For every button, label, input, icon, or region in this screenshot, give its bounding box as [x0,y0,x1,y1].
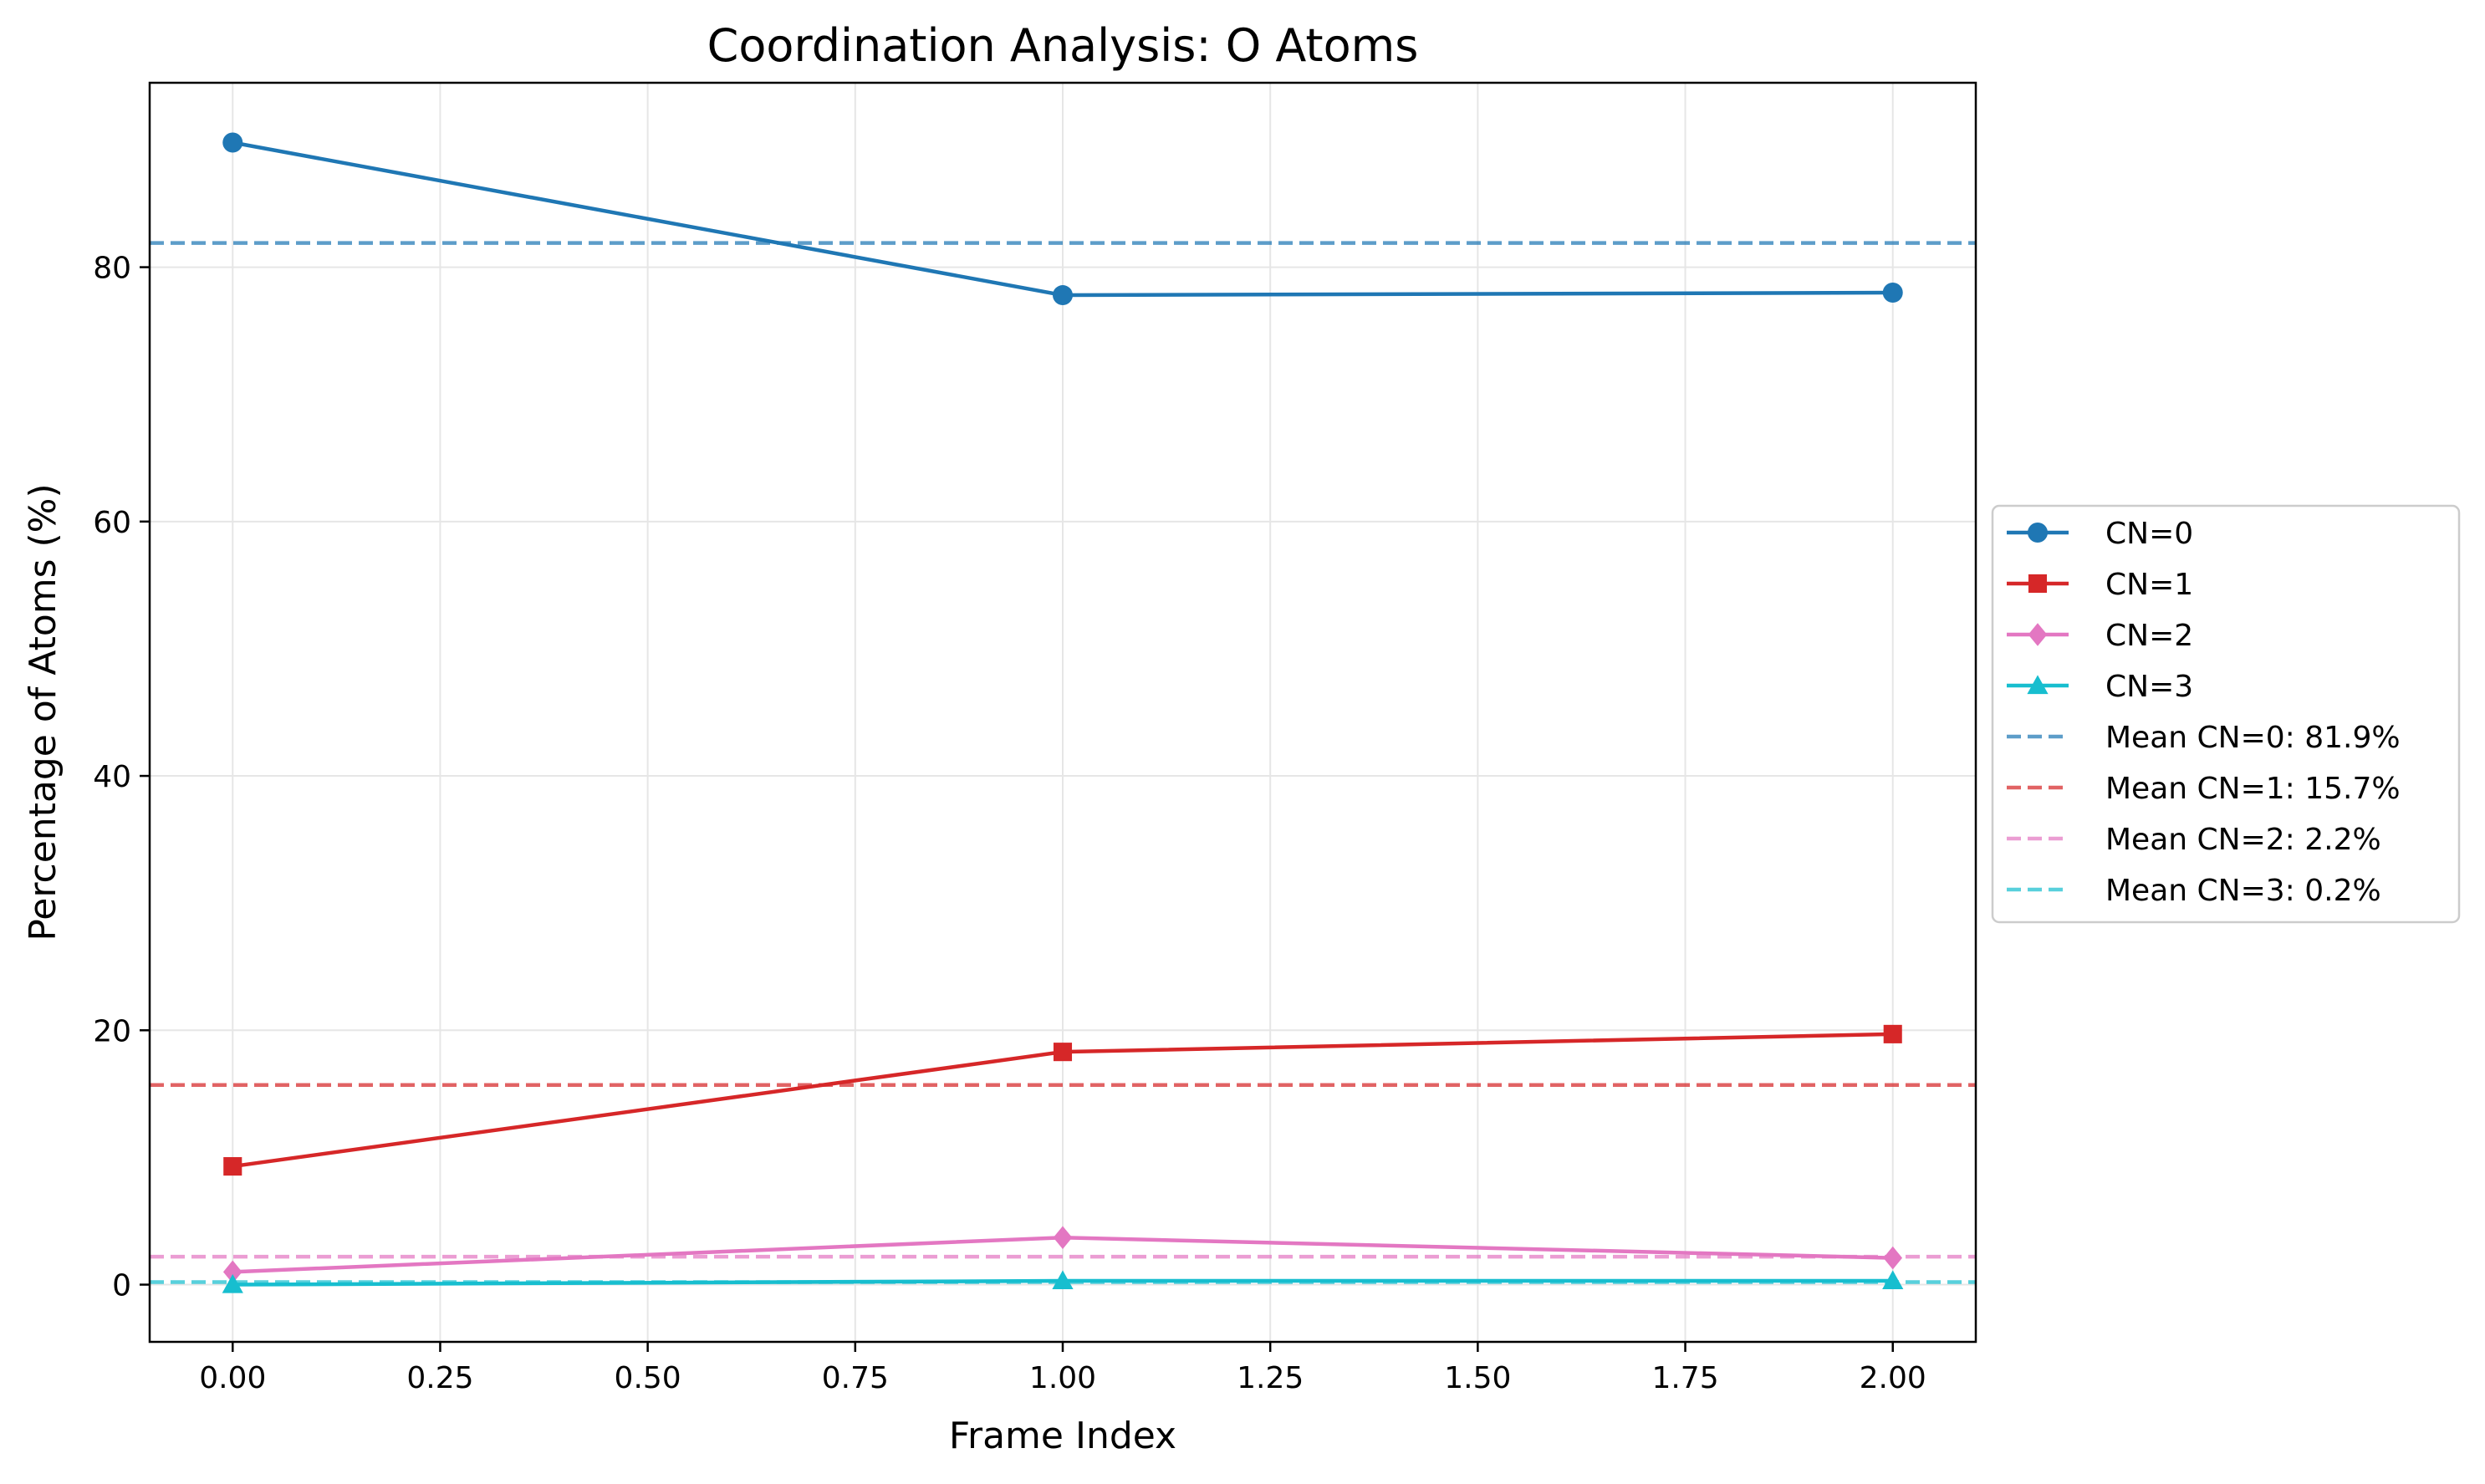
legend-item: CN=0 [2007,517,2193,551]
data-point [1052,1270,1074,1290]
legend-marker [2028,623,2048,646]
x-tick-label: 1.00 [1029,1361,1096,1395]
legend-item: Mean CN=1: 15.7% [2007,772,2401,806]
data-point [223,1157,242,1176]
data-point [222,132,243,153]
data-point [1883,1024,1902,1043]
legend-item: Mean CN=3: 0.2% [2007,874,2381,908]
x-axis-ticks: 0.00 0.25 0.50 0.75 1.00 1.25 1.50 1.75 2.00 [199,1342,1926,1395]
series [222,132,1904,1293]
legend-label: Mean CN=2: 2.2% [2105,823,2381,857]
y-tick-label: 40 [93,760,131,794]
x-tick-label: 0.50 [615,1361,681,1395]
series-group [222,132,1903,306]
legend-marker [2027,675,2049,695]
x-tick-label: 1.75 [1651,1361,1718,1395]
y-tick-label: 80 [93,252,131,286]
legend-item: CN=3 [2007,670,2193,704]
legend: CN=0 CN=1 CN=2 CN=3 Mean CN=0: 81.9% Mean CN=… [1991,504,2461,924]
data-point [1053,1043,1073,1062]
legend-frame [1991,504,2461,924]
data-point [1882,1270,1904,1290]
data-point [1883,1246,1903,1270]
legend-label: Mean CN=3: 0.2% [2105,874,2381,908]
legend-marker [2028,523,2048,543]
legend-item: Mean CN=0: 81.9% [2007,721,2401,755]
legend-item: CN=1 [2007,568,2193,602]
series-group [222,1226,1903,1284]
x-tick-label: 1.25 [1237,1361,1304,1395]
legend-items: CN=0 CN=1 CN=2 CN=3 Mean CN=0: 81.9% Mean CN=… [2007,517,2401,908]
series-group [223,1024,1902,1176]
legend-label: CN=0 [2105,517,2193,551]
data-point [1882,283,1903,303]
legend-item: CN=2 [2007,619,2193,653]
y-axis-ticks: 0 20 40 60 80 [93,252,150,1303]
y-tick-label: 0 [112,1269,131,1303]
legend-label: Mean CN=1: 15.7% [2105,772,2401,806]
y-tick-label: 60 [93,506,131,540]
x-axis-label: Frame Index [949,1415,1176,1457]
data-point [222,1273,243,1293]
legend-label: CN=1 [2105,568,2193,602]
x-tick-label: 0.25 [406,1361,473,1395]
y-axis-label: Percentage of Atoms (%) [22,483,64,941]
x-tick-label: 0.75 [822,1361,889,1395]
data-point [222,1260,242,1284]
y-tick-label: 20 [93,1014,131,1048]
chart-title: Coordination Analysis: O Atoms [707,19,1419,72]
legend-label: CN=3 [2105,670,2193,704]
x-tick-label: 0.00 [199,1361,266,1395]
x-tick-label: 2.00 [1860,1361,1926,1395]
legend-label: Mean CN=0: 81.9% [2105,721,2401,755]
x-tick-label: 1.50 [1444,1361,1511,1395]
legend-marker [2028,574,2048,594]
data-point [1053,285,1073,306]
legend-item: Mean CN=2: 2.2% [2007,823,2381,857]
series-group [222,1270,1904,1293]
legend-label: CN=2 [2105,619,2193,653]
data-point [1053,1226,1073,1250]
